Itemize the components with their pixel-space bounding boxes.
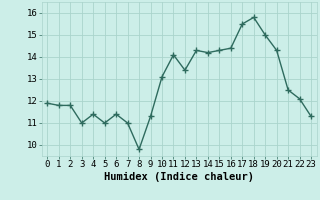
X-axis label: Humidex (Indice chaleur): Humidex (Indice chaleur) (104, 172, 254, 182)
